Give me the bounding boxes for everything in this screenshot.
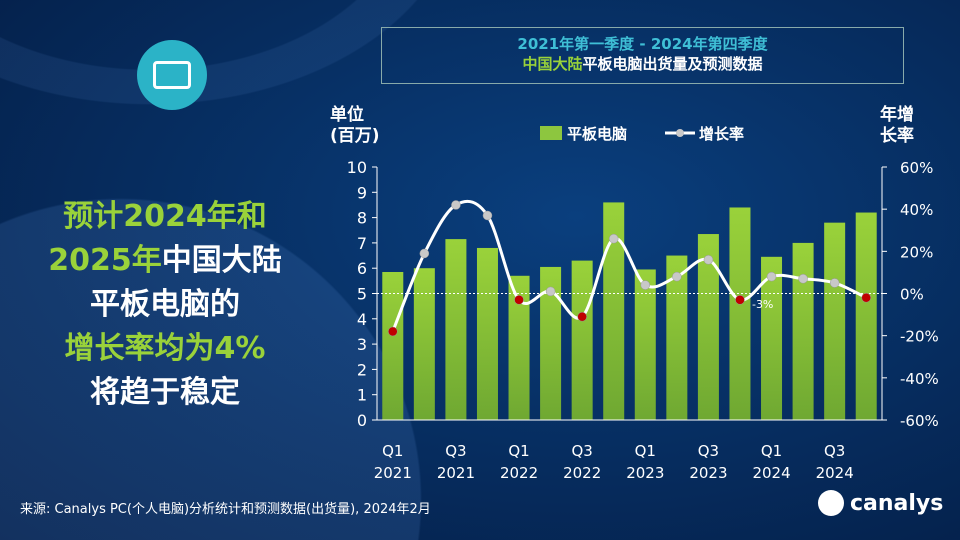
headline-line-5: 将趋于稳定 [90, 375, 240, 410]
growth-point-Q4-2021 [482, 210, 493, 221]
bar-Q1-2021 [382, 271, 404, 420]
left-tick-label: 1 [357, 386, 367, 405]
bar-Q1-2023 [634, 269, 656, 420]
left-tick-label: 9 [357, 183, 367, 202]
x-tick-label-quarter: Q1 [382, 442, 403, 460]
headline-line-3: 平板电脑的 [90, 287, 240, 322]
growth-point-Q2-2023 [672, 271, 682, 282]
tablet-icon [137, 40, 207, 110]
left-tick-label: 0 [357, 411, 367, 430]
growth-point-Q4-2022 [608, 233, 619, 244]
x-tick-label-year: 2022 [563, 464, 601, 482]
left-tick-label: 6 [357, 259, 367, 278]
x-tick-label-year: 2024 [752, 464, 790, 482]
growth-point-Q1-2023 [640, 280, 651, 290]
legend-bar-label: 平板电脑 [567, 125, 627, 143]
bar-Q2-2022 [540, 266, 562, 420]
left-tick-label: 7 [357, 234, 367, 253]
left-tick-label: 3 [357, 335, 367, 354]
x-tick-label-year: 2023 [626, 464, 664, 482]
chart-title-line-1: 2021年第一季度 - 2024年第四季度 [517, 35, 768, 53]
bar-Q1-2022 [508, 275, 530, 420]
growth-line [391, 199, 867, 333]
source-note: 来源: Canalys PC(个人电脑)分析统计和预测数据(出货量), 2024… [20, 502, 431, 517]
bar-Q2-2021 [413, 268, 435, 420]
bar-Q4-2022 [603, 202, 625, 420]
growth-point-Q2-2021 [419, 248, 430, 259]
bar-Q3-2023 [697, 234, 719, 420]
bar-Q4-2021 [476, 247, 498, 420]
left-tick-label: 8 [357, 209, 367, 228]
legend-line-label: 增长率 [699, 125, 744, 143]
x-tick-label-quarter: Q3 [698, 442, 719, 460]
chart-title-line-2: 中国大陆平板电脑出货量及预测数据 [522, 55, 763, 73]
canalys-logo: canalys [818, 490, 943, 516]
growth-point-Q2-2024 [798, 273, 808, 284]
x-tick-label-year: 2022 [500, 464, 538, 482]
right-tick-label: -40% [900, 370, 939, 388]
legend-line-marker [676, 129, 684, 137]
left-tick-label: 2 [357, 360, 367, 379]
x-tick-label-quarter: Q1 [635, 442, 656, 460]
right-tick-label: 40% [900, 201, 933, 219]
bar-Q4-2024 [855, 212, 877, 420]
growth-point-Q3-2022 [577, 311, 587, 322]
bar-Q2-2023 [666, 255, 688, 420]
left-axis-label: 单位 (百万) [330, 105, 380, 146]
headline: 预计2024年和 2025年中国大陆 平板电脑的 增长率均为4% 将趋于稳定 [30, 195, 300, 415]
legend: 平板电脑 增长率 [540, 125, 744, 143]
left-tick-label: 10 [347, 158, 367, 177]
x-tick-label-year: 2021 [374, 464, 412, 482]
x-tick-label-quarter: Q1 [508, 442, 529, 460]
bar-Q3-2022 [571, 260, 593, 420]
growth-point-Q1-2021 [388, 326, 398, 337]
annotation-label: -3% [752, 298, 773, 311]
right-axis-label: 年增 长率 [880, 105, 914, 146]
growth-point-Q3-2023 [703, 255, 714, 265]
x-tick-label-year: 2021 [437, 464, 475, 482]
right-tick-label: 60% [900, 159, 933, 177]
bar-Q2-2024 [792, 242, 814, 420]
x-tick-label-quarter: Q3 [571, 442, 592, 460]
growth-point-Q1-2022 [514, 295, 524, 305]
x-tick-label-year: 2024 [816, 464, 854, 482]
growth-point-Q1-2024 [766, 271, 777, 282]
growth-point-Q3-2021 [451, 200, 461, 210]
growth-point-Q4-2024 [861, 292, 871, 303]
growth-point-Q3-2024 [829, 278, 840, 288]
headline-line-2: 2025年中国大陆 [48, 243, 282, 278]
x-tick-label-quarter: Q3 [445, 442, 466, 460]
growth-point-Q2-2022 [545, 286, 556, 297]
x-tick-label-quarter: Q3 [824, 442, 845, 460]
right-tick-label: -20% [900, 328, 939, 346]
bar-Q3-2024 [824, 222, 846, 420]
bar-Q4-2023 [729, 207, 751, 420]
left-tick-label: 4 [357, 310, 367, 329]
chart-title: 2021年第一季度 - 2024年第四季度 中国大陆平板电脑出货量及预测数据 [381, 27, 904, 84]
right-tick-label: -60% [900, 412, 939, 430]
right-tick-label: 20% [900, 243, 933, 261]
left-tick-label: 5 [357, 285, 367, 304]
x-tick-label-quarter: Q1 [761, 442, 782, 460]
legend-bar-swatch [540, 126, 562, 140]
headline-line-1: 预计2024年和 [63, 199, 267, 234]
headline-line-4: 增长率均为4% [64, 331, 266, 366]
bar-Q3-2021 [445, 239, 467, 420]
growth-point-Q4-2023 [735, 295, 745, 305]
bar-Q1-2024 [761, 256, 783, 420]
right-tick-label: 0% [900, 286, 924, 304]
x-tick-label-year: 2023 [689, 464, 727, 482]
